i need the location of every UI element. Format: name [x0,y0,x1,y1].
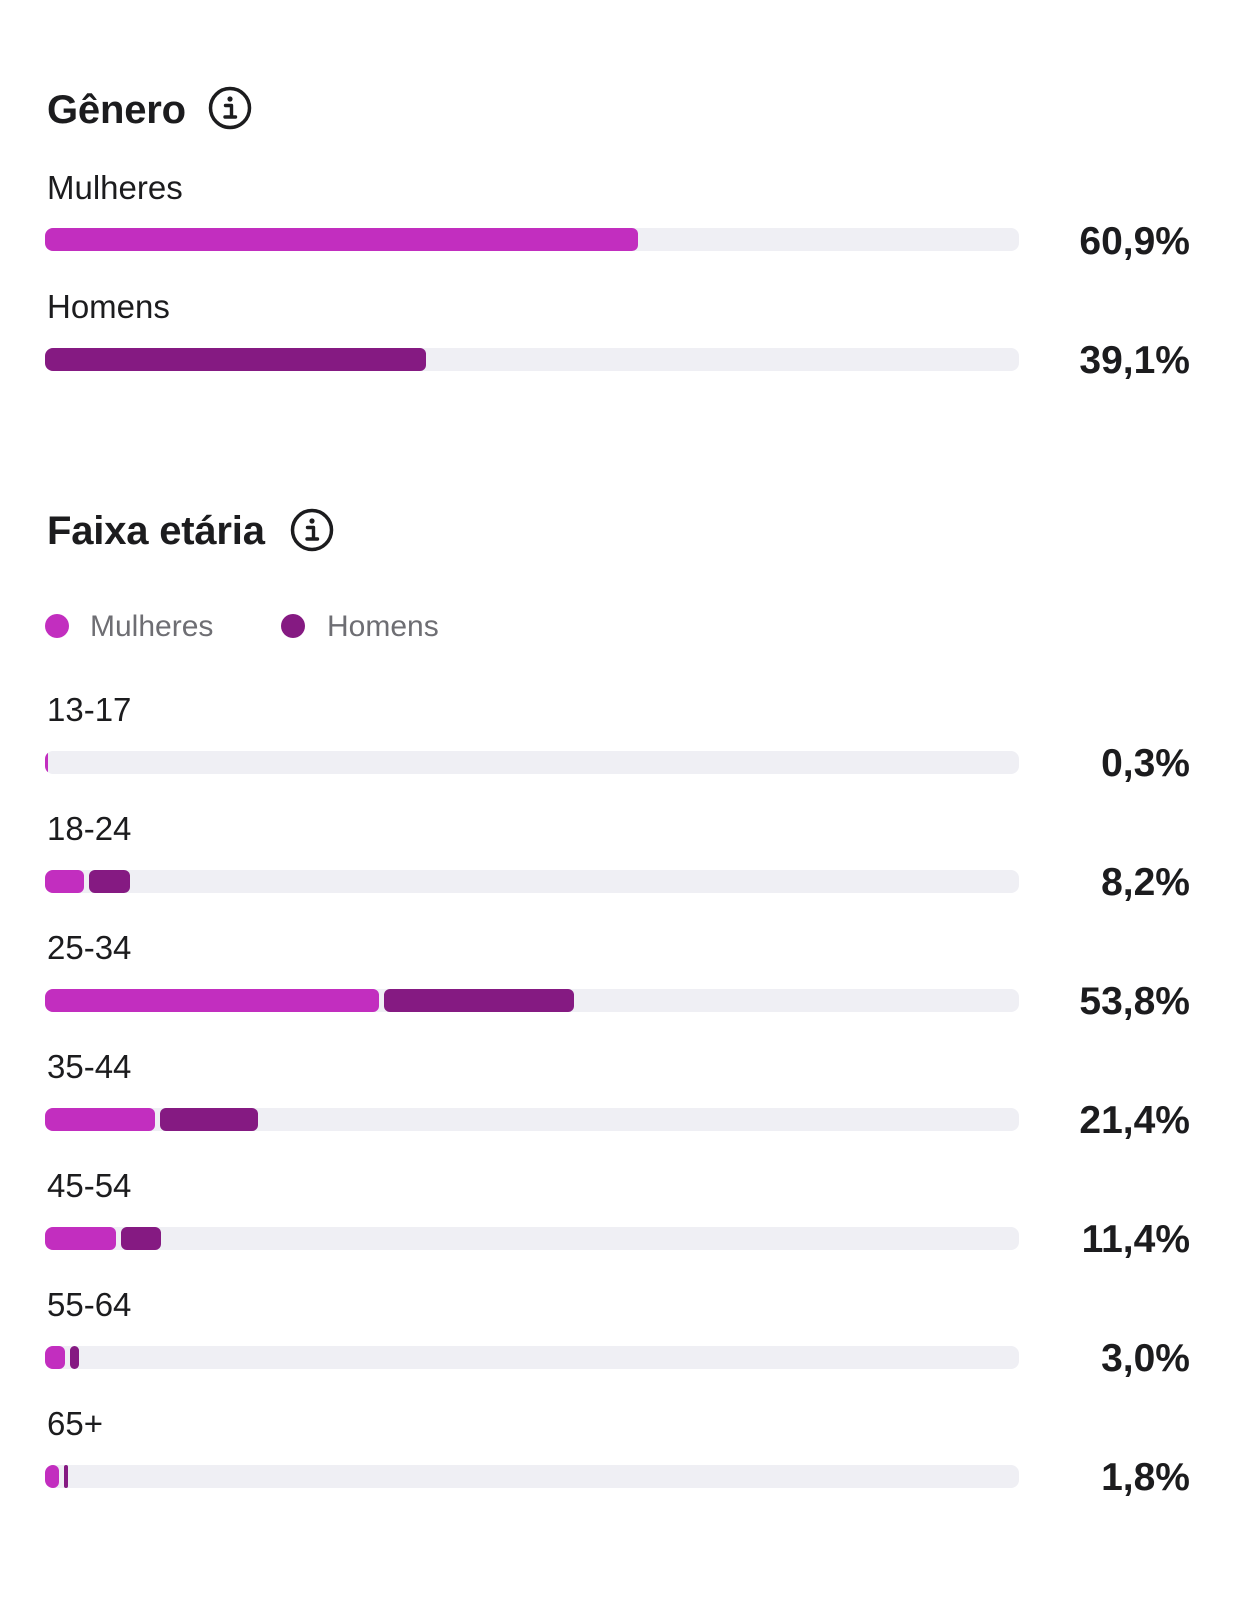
women-bar [45,870,84,893]
age-percentage: 8,2% [1101,861,1190,904]
women-bar [45,1346,65,1369]
age-row-label: 55-64 [47,1286,132,1323]
men-bar [70,1346,79,1369]
age-row-label: 65+ [47,1405,103,1442]
age-row-label: 45-54 [47,1167,132,1204]
age-bar-track [45,989,1019,1012]
age-row-label: 18-24 [47,810,132,847]
info-circle-icon[interactable] [208,86,252,130]
women-bar [45,751,48,774]
men-bar [160,1108,258,1131]
gender-bar-track [45,228,1019,251]
gender-percentage: 39,1% [1079,339,1190,382]
women-legend-label: Mulheres [90,610,214,643]
age-bar-track [45,870,1019,893]
age-percentage: 3,0% [1101,1337,1190,1380]
info-circle-icon[interactable] [290,508,334,552]
age-row-label: 13-17 [47,691,132,728]
age-row-label: 35-44 [47,1048,132,1085]
age-percentage: 11,4% [1081,1218,1190,1261]
women-bar [45,1465,59,1488]
women-bar [45,1227,116,1250]
age-bar-track [45,1108,1019,1131]
age-row-label: 25-34 [47,929,132,966]
men-legend-label: Homens [327,610,439,643]
age-title: Faixa etária [47,509,265,553]
age-percentage: 21,4% [1079,1099,1190,1142]
women-bar [45,228,638,251]
men-legend-dot [281,614,305,638]
women-legend-dot [45,614,69,638]
age-percentage: 53,8% [1079,980,1190,1023]
age-bar-track [45,1346,1019,1369]
age-bar-track [45,751,1019,774]
gender-bar-track [45,348,1019,371]
men-bar [121,1227,161,1250]
age-percentage: 1,8% [1101,1456,1190,1499]
men-bar [384,989,574,1012]
men-bar [64,1465,68,1488]
gender-row-label: Homens [47,288,170,325]
women-bar [45,1108,155,1131]
gender-percentage: 60,9% [1079,220,1190,263]
age-bar-track [45,1227,1019,1250]
men-bar [45,348,426,371]
gender-title: Gênero [47,88,186,132]
women-bar [45,989,379,1012]
age-bar-track [45,1465,1019,1488]
men-bar [89,870,130,893]
age-percentage: 0,3% [1101,742,1190,785]
gender-row-label: Mulheres [47,169,183,206]
